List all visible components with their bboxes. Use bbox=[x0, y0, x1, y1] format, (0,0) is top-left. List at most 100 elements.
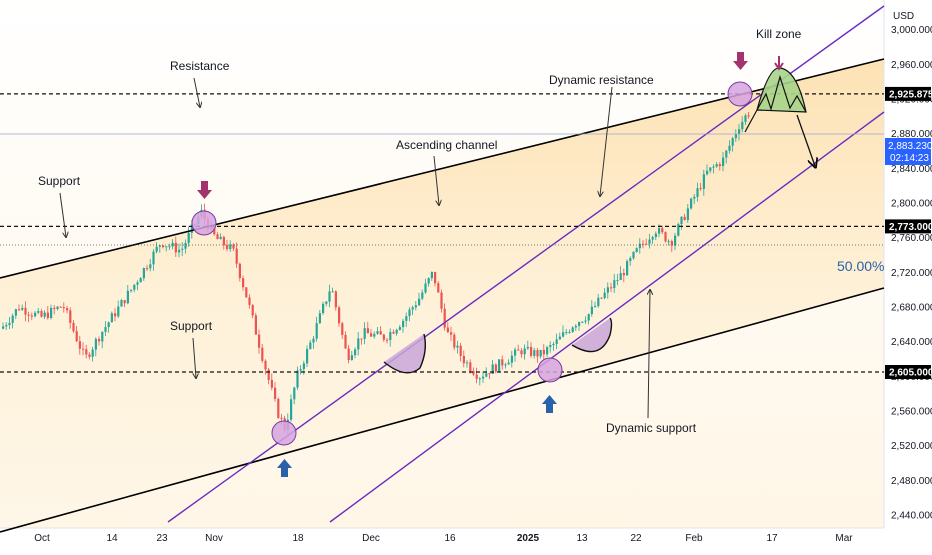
channel-lower-line[interactable] bbox=[0, 287, 885, 533]
candle-body bbox=[686, 208, 689, 220]
candle-body bbox=[443, 308, 446, 328]
candle-body bbox=[162, 245, 165, 248]
candle-body bbox=[398, 327, 401, 330]
candle-body bbox=[469, 362, 472, 372]
candle-body bbox=[581, 321, 584, 323]
time-tick-label: 2025 bbox=[517, 533, 540, 544]
candle-body bbox=[421, 292, 424, 299]
candle-body bbox=[430, 271, 433, 279]
candle-body bbox=[37, 311, 40, 313]
candle-body bbox=[539, 349, 542, 357]
price-tick-label: 2,640.000 bbox=[891, 337, 932, 348]
candle-body bbox=[152, 251, 155, 265]
candle-body bbox=[165, 246, 168, 248]
candle-body bbox=[584, 320, 587, 322]
candle-body bbox=[709, 167, 712, 171]
candle-body bbox=[331, 291, 334, 293]
pointer-line bbox=[192, 337, 196, 378]
candle-body bbox=[318, 313, 321, 324]
candle-body bbox=[418, 298, 421, 306]
candle-body bbox=[190, 224, 193, 233]
candle-body bbox=[478, 378, 481, 380]
price-axis[interactable]: 3,000.0002,960.0002,920.0002,880.0002,84… bbox=[891, 25, 932, 521]
candle-body bbox=[594, 306, 597, 308]
candle-body bbox=[712, 166, 715, 168]
candle-body bbox=[747, 115, 750, 117]
candle-body bbox=[347, 348, 350, 361]
candle-body bbox=[94, 338, 97, 350]
candle-body bbox=[222, 236, 225, 246]
price-tick-label: 2,800.000 bbox=[891, 199, 932, 210]
candle-body bbox=[606, 287, 609, 293]
candle-body bbox=[24, 307, 27, 315]
candle-body bbox=[46, 312, 49, 319]
down-arrow-icon bbox=[197, 181, 212, 199]
candle-body bbox=[293, 387, 296, 400]
candle-body bbox=[34, 312, 37, 317]
candle-body bbox=[302, 363, 305, 370]
candle-body bbox=[376, 331, 379, 334]
candle-body bbox=[88, 354, 91, 357]
dynamic-support-line[interactable] bbox=[329, 111, 885, 523]
candle-body bbox=[626, 261, 629, 276]
candle-body bbox=[728, 145, 731, 151]
candle-body bbox=[526, 346, 529, 349]
candle-body bbox=[328, 291, 331, 302]
candle-body bbox=[722, 157, 725, 167]
candle-body bbox=[229, 244, 232, 250]
candle-body bbox=[354, 349, 357, 356]
candle-body bbox=[648, 239, 651, 244]
candle-body bbox=[424, 283, 427, 293]
candle-body bbox=[462, 355, 465, 364]
candle-body bbox=[622, 273, 625, 276]
time-tick-label: 16 bbox=[444, 533, 456, 544]
candle-body bbox=[494, 364, 497, 372]
candle-body bbox=[181, 248, 184, 250]
candle-body bbox=[261, 347, 264, 361]
ascending-channel-label: Ascending channel bbox=[396, 138, 497, 152]
projection-arrow bbox=[796, 114, 815, 166]
level-badge-label: 2,605.000 bbox=[889, 368, 932, 379]
candle-body bbox=[264, 360, 267, 370]
candle-body bbox=[75, 331, 78, 342]
candle-body bbox=[344, 334, 347, 349]
candle-body bbox=[603, 292, 606, 299]
candle-body bbox=[306, 349, 309, 364]
candle-body bbox=[446, 327, 449, 333]
candle-body bbox=[158, 245, 161, 247]
time-tick-label: Mar bbox=[835, 533, 853, 544]
candle-body bbox=[507, 362, 510, 365]
candle-body bbox=[565, 332, 568, 334]
level-badge-label: 2,925.875 bbox=[889, 89, 932, 100]
candle-body bbox=[504, 364, 507, 366]
candle-body bbox=[683, 216, 686, 220]
candle-body bbox=[674, 235, 677, 246]
time-axis-background bbox=[0, 528, 884, 550]
candle-body bbox=[117, 306, 120, 317]
candle-body bbox=[280, 417, 283, 419]
candle-body bbox=[414, 305, 417, 308]
candle-body bbox=[629, 258, 632, 262]
candle-body bbox=[248, 297, 251, 305]
candle-body bbox=[702, 174, 705, 189]
candle-body bbox=[619, 273, 622, 281]
candle-body bbox=[53, 307, 56, 310]
price-tick-label: 3,000.000 bbox=[891, 25, 932, 36]
candle-body bbox=[312, 338, 315, 343]
touch-marker-circle bbox=[271, 420, 297, 446]
candle-body bbox=[30, 315, 33, 317]
candle-body bbox=[405, 316, 408, 321]
candle-body bbox=[232, 244, 235, 249]
candle-body bbox=[472, 371, 475, 375]
candle-body bbox=[309, 342, 312, 350]
candle-body bbox=[453, 334, 456, 348]
candle-body bbox=[690, 198, 693, 209]
candle-body bbox=[523, 348, 526, 355]
candle-body bbox=[555, 339, 558, 344]
candle-body bbox=[530, 346, 533, 356]
candle-body bbox=[661, 228, 664, 233]
time-axis[interactable]: Oct 14 23 Nov 18 Dec 16 2025 13 22 Feb 17 Mar bbox=[34, 533, 853, 544]
candle-body bbox=[590, 306, 593, 315]
candle-body bbox=[104, 327, 107, 332]
